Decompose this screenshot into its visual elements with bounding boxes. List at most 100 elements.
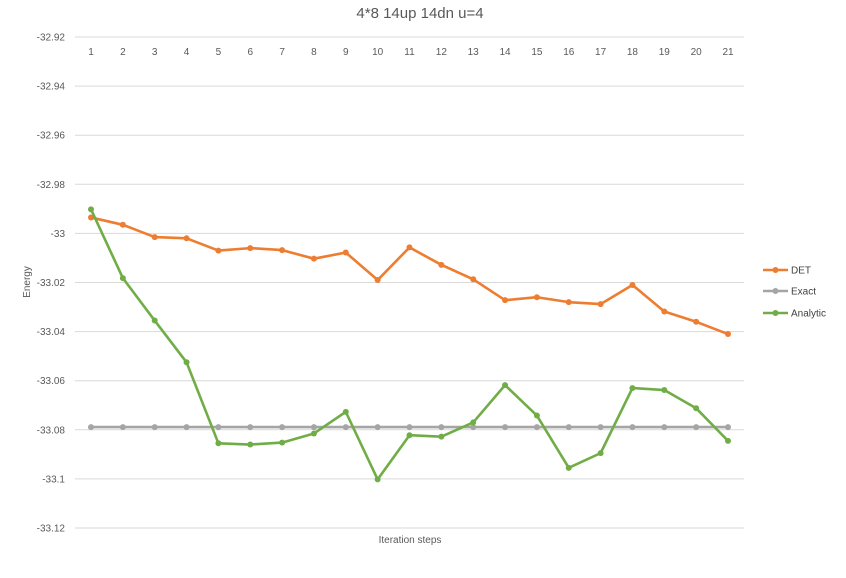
data-point-det — [533, 294, 540, 301]
data-point-det — [438, 261, 445, 268]
legend-item-exact: Exact — [763, 287, 816, 298]
data-point-det — [215, 247, 222, 254]
data-point-det — [374, 277, 381, 284]
x-tick-label: 3 — [152, 47, 158, 58]
data-point-exact — [725, 424, 731, 431]
legend-marker-exact — [772, 288, 779, 294]
y-tick-label: -33.04 — [37, 327, 66, 338]
data-point-det — [502, 297, 509, 304]
data-point-analytic — [565, 464, 572, 471]
data-point-det — [470, 276, 477, 283]
x-tick-label: 19 — [659, 47, 671, 58]
data-point-det — [693, 318, 700, 325]
x-tick-label: 15 — [531, 47, 543, 58]
data-point-det — [119, 221, 126, 228]
data-point-exact — [215, 424, 222, 431]
series-analytic — [88, 206, 731, 483]
data-point-analytic — [183, 359, 190, 366]
y-axis-label: Energy — [22, 266, 33, 298]
x-tick-label: 10 — [372, 47, 384, 58]
y-tick-label: -33 — [51, 229, 66, 240]
x-tick-label: 5 — [216, 47, 222, 58]
x-tick-label: 16 — [563, 47, 575, 58]
legend-item-analytic: Analytic — [763, 309, 826, 320]
x-tick-label: 17 — [595, 47, 607, 58]
data-point-exact — [310, 424, 317, 431]
y-tick-label: -32.92 — [37, 33, 66, 44]
y-tick-label: -32.96 — [37, 131, 66, 142]
x-tick-label: 20 — [691, 47, 703, 58]
x-tick-label: 7 — [279, 47, 285, 58]
legend-label-exact: Exact — [791, 287, 816, 298]
data-point-det — [725, 331, 731, 338]
data-point-det — [597, 301, 604, 308]
y-tick-label: -32.98 — [37, 180, 66, 191]
data-point-exact — [279, 424, 286, 431]
gridlines — [75, 36, 744, 529]
series-line-det — [90, 216, 729, 336]
data-point-exact — [438, 424, 445, 431]
data-point-det — [183, 235, 190, 242]
y-tick-label: -33.1 — [42, 474, 65, 485]
data-point-exact — [533, 424, 540, 431]
x-axis-ticks: 1 2 3 4 5 6 7 8 9 10 11 12 13 14 15 16 17 18 19 20 21 — [88, 47, 734, 58]
data-point-analytic — [406, 432, 413, 439]
data-point-analytic — [374, 476, 381, 483]
series-lines — [88, 206, 731, 483]
data-point-analytic — [502, 382, 509, 389]
data-point-analytic — [310, 430, 317, 437]
data-point-analytic — [438, 433, 445, 440]
data-point-analytic — [597, 450, 604, 457]
x-axis-label: Iteration steps — [379, 535, 442, 546]
x-tick-label: 2 — [120, 47, 126, 58]
legend-label-analytic: Analytic — [791, 309, 826, 320]
data-point-analytic — [661, 387, 668, 394]
data-point-analytic — [342, 408, 349, 415]
data-point-exact — [693, 424, 700, 431]
x-tick-label: 6 — [247, 47, 253, 58]
data-point-det — [279, 247, 286, 254]
data-point-analytic — [215, 440, 222, 447]
series-exact — [88, 424, 731, 431]
x-tick-label: 21 — [722, 47, 734, 58]
x-tick-label: 14 — [499, 47, 511, 58]
data-point-det — [629, 281, 636, 288]
legend: DET Exact Analytic — [763, 266, 826, 320]
data-point-exact — [470, 424, 477, 431]
y-tick-label: -33.12 — [37, 524, 66, 535]
data-point-exact — [88, 424, 94, 431]
data-point-det — [406, 244, 413, 251]
data-point-det — [310, 255, 317, 262]
data-point-det — [661, 308, 668, 315]
data-point-analytic — [470, 419, 477, 426]
data-point-exact — [151, 424, 158, 431]
data-point-analytic — [88, 206, 94, 213]
x-tick-label: 12 — [436, 47, 448, 58]
data-point-exact — [247, 424, 254, 431]
data-point-analytic — [247, 441, 254, 448]
data-point-exact — [629, 424, 636, 431]
data-point-exact — [661, 424, 668, 431]
legend-label-det: DET — [791, 266, 811, 277]
data-point-exact — [342, 424, 349, 431]
data-point-det — [247, 245, 254, 252]
chart-title: 4*8 14up 14dn u=4 — [356, 5, 483, 22]
data-point-det — [151, 234, 158, 241]
x-tick-label: 18 — [627, 47, 639, 58]
data-point-analytic — [279, 439, 286, 446]
data-point-det — [342, 249, 349, 256]
data-point-det — [88, 214, 94, 221]
data-point-exact — [406, 424, 413, 431]
x-tick-label: 4 — [184, 47, 190, 58]
data-point-exact — [119, 424, 126, 431]
data-point-analytic — [629, 385, 636, 392]
y-tick-label: -32.94 — [37, 82, 66, 93]
data-point-exact — [374, 424, 381, 431]
data-point-det — [565, 299, 572, 306]
data-point-exact — [183, 424, 190, 431]
data-point-analytic — [693, 405, 700, 412]
y-axis-ticks: -32.92 -32.94 -32.96 -32.98 -33 -33.02 -33.04 -… — [37, 33, 66, 535]
y-tick-label: -33.06 — [37, 376, 66, 387]
